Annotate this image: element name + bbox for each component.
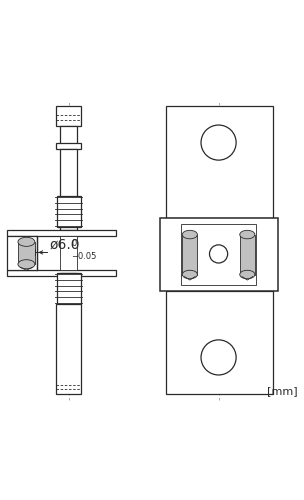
Bar (60, 126, 77, 148)
Bar (57, 196, 81, 228)
Bar (166, 106, 273, 218)
Bar (166, 291, 273, 394)
Bar (7, 230, 116, 236)
Text: 0: 0 (71, 239, 76, 248)
Bar (60, 272, 77, 276)
Bar (60, 236, 77, 270)
Bar (181, 224, 256, 285)
Bar (18, 242, 35, 264)
Ellipse shape (201, 125, 236, 160)
Bar (56, 304, 81, 394)
Ellipse shape (201, 340, 236, 375)
Text: −0.05: −0.05 (71, 252, 97, 260)
Bar (57, 272, 81, 304)
Ellipse shape (18, 260, 35, 269)
Ellipse shape (182, 270, 197, 278)
Ellipse shape (182, 230, 197, 239)
Bar (7, 236, 37, 270)
Bar (56, 142, 81, 148)
Bar (182, 234, 197, 275)
Bar (56, 106, 81, 126)
Ellipse shape (18, 238, 35, 246)
Ellipse shape (240, 270, 255, 278)
Bar (7, 270, 116, 276)
Text: [mm]: [mm] (267, 386, 297, 396)
Ellipse shape (240, 230, 255, 239)
Text: ø6.0: ø6.0 (50, 238, 80, 252)
Bar (240, 234, 255, 275)
Bar (160, 218, 278, 291)
Ellipse shape (209, 245, 228, 263)
Bar (60, 148, 77, 230)
